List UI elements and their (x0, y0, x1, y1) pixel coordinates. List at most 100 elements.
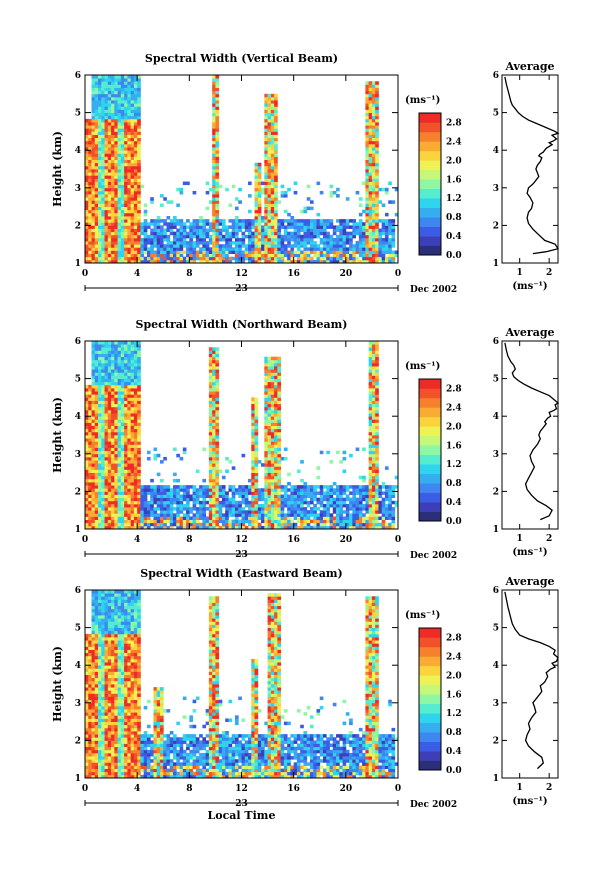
heatmap-cell (384, 244, 389, 248)
heatmap-cell (274, 469, 278, 473)
heatmap-cell (98, 203, 102, 207)
heatmap-cell (234, 237, 239, 242)
heatmap-cell (274, 419, 278, 423)
heatmap-cell (264, 510, 268, 514)
heatmap-cell (336, 513, 340, 517)
heatmap-cell (120, 87, 125, 92)
heatmap-cell (221, 247, 226, 251)
heatmap-cell (137, 90, 141, 95)
heatmap-cell (111, 378, 115, 383)
heatmap-cell (98, 344, 102, 348)
heatmap-cell (117, 175, 122, 179)
heatmap-cell (251, 244, 255, 248)
heatmap-cell (267, 513, 272, 517)
heatmap-cell (173, 491, 177, 495)
heatmap-cell (91, 403, 96, 408)
heatmap-cell (342, 525, 347, 530)
heatmap-cell (120, 112, 125, 117)
heatmap-cell (88, 118, 92, 123)
heatmap-cell (130, 362, 135, 367)
heatmap-cell (130, 87, 135, 92)
heatmap-cell (120, 197, 125, 201)
heatmap-cell (104, 362, 109, 367)
heatmap-cell (208, 522, 213, 527)
heatmap-cell (94, 200, 99, 204)
heatmap-cell (179, 522, 184, 527)
heatmap-cell (202, 228, 207, 233)
heatmap-cell (91, 175, 96, 179)
heatmap-cell (107, 491, 112, 495)
heatmap-cell (264, 219, 268, 223)
heatmap-cell (107, 391, 112, 395)
heatmap-cell (173, 256, 177, 261)
heatmap-cell (153, 453, 158, 458)
heatmap-cell (277, 456, 282, 461)
heatmap-cell (140, 231, 145, 236)
heatmap-cell (212, 381, 216, 386)
heatmap-cell (368, 435, 373, 439)
heatmap-cell (280, 500, 285, 505)
heatmap-cell (303, 519, 308, 524)
heatmap-cell (98, 162, 102, 167)
y-tick-label: 5 (493, 109, 499, 119)
heatmap-cell (365, 153, 370, 157)
heatmap-cell (231, 184, 236, 189)
heatmap-cell (381, 241, 386, 245)
heatmap-cell (91, 156, 96, 160)
heatmap-cell (120, 350, 125, 354)
heatmap-cell (270, 187, 275, 192)
heatmap-cell (182, 522, 187, 527)
heatmap-cell (98, 394, 102, 398)
heatmap-cell (300, 485, 304, 489)
heatmap-cell (384, 219, 389, 223)
heatmap-cell (107, 350, 112, 354)
heatmap-cell (195, 513, 200, 517)
heatmap-cell (85, 513, 89, 517)
heatmap-cell (98, 413, 102, 417)
heatmap-cell (186, 244, 190, 248)
heatmap-cell (365, 140, 370, 145)
heatmap-cell (104, 482, 109, 486)
heatmap-cell (150, 219, 154, 223)
heatmap-cell (156, 222, 161, 226)
heatmap-cell (120, 475, 125, 480)
heatmap-cell (270, 375, 275, 379)
heatmap-cell (231, 500, 236, 505)
heatmap-cell (127, 491, 132, 495)
heatmap-cell (98, 150, 102, 154)
heatmap-cell (130, 165, 135, 170)
heatmap-cell (264, 525, 268, 530)
heatmap-cell (104, 134, 109, 139)
heatmap-cell (277, 409, 282, 414)
heatmap-cell (215, 475, 220, 480)
heatmap-cell (133, 409, 138, 414)
heatmap-cell (365, 200, 370, 204)
heatmap-cell (114, 143, 118, 148)
heatmap-cell (274, 222, 278, 226)
heatmap-cell (215, 397, 220, 401)
heatmap-cell (215, 128, 220, 132)
heatmap-cell (257, 206, 262, 211)
heatmap-cell (352, 519, 357, 524)
heatmap-cell (137, 203, 141, 207)
heatmap-cell (111, 140, 115, 145)
heatmap-cell (202, 234, 207, 239)
heatmap-cell (94, 359, 99, 364)
heatmap-cell (365, 93, 370, 98)
heatmap-cell (300, 525, 304, 530)
heatmap-cell (267, 397, 272, 401)
heatmap-cell (98, 475, 102, 480)
heatmap-cell (329, 237, 334, 242)
heatmap-cell (120, 431, 125, 436)
heatmap-cell (212, 372, 216, 376)
heatmap-cell (244, 234, 249, 239)
heatmap-cell (120, 206, 125, 211)
heatmap-cell (274, 253, 278, 258)
heatmap-cell (137, 118, 141, 123)
heatmap-cell (205, 488, 210, 492)
heatmap-cell (124, 181, 128, 186)
heatmap-cell (257, 212, 262, 217)
heatmap-cell (274, 169, 278, 173)
heatmap-cell (212, 156, 216, 160)
heatmap-cell (98, 341, 102, 345)
